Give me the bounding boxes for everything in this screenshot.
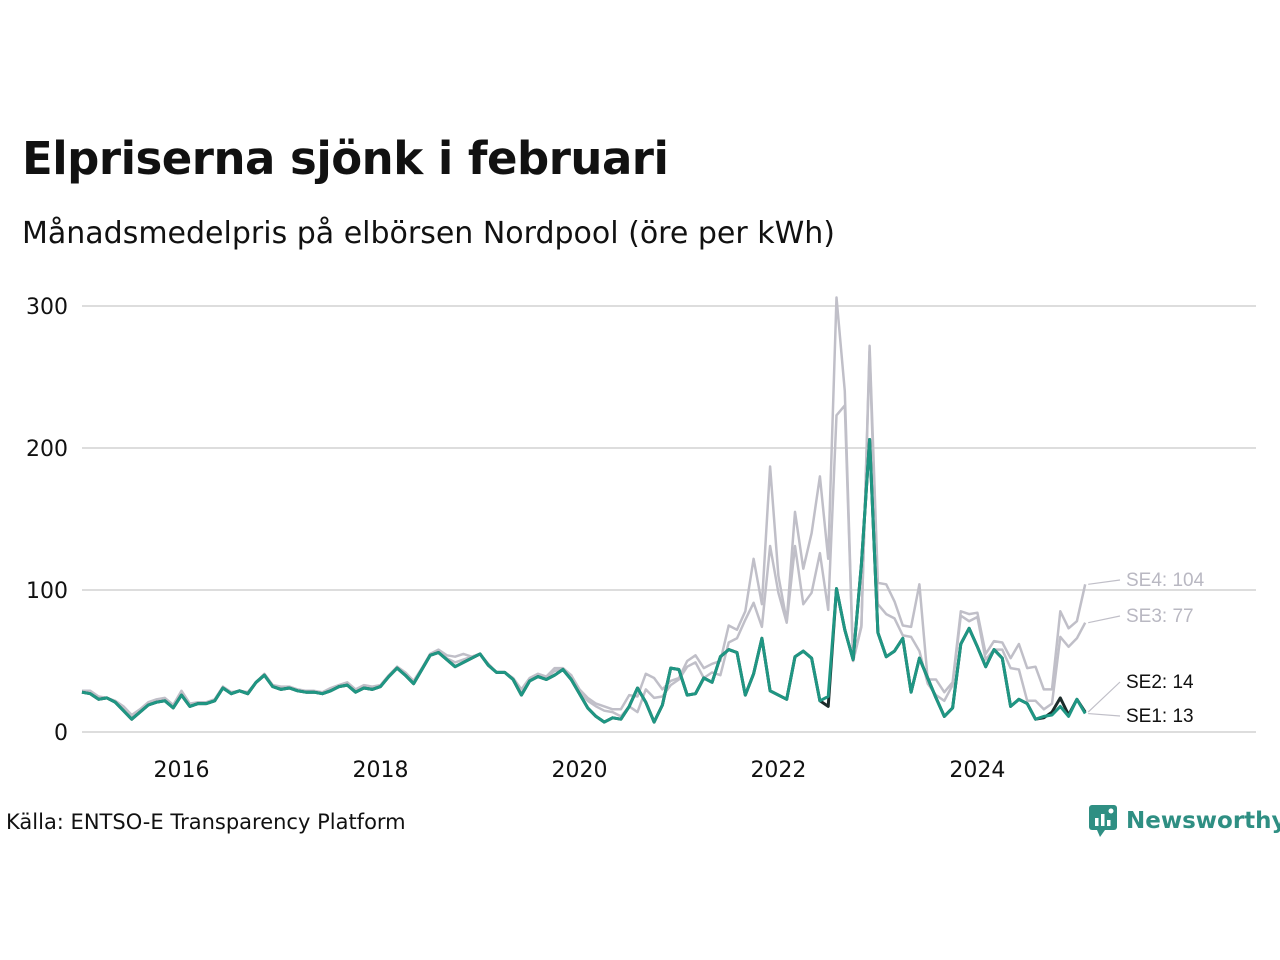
x-tick-label: 2024	[949, 758, 1005, 783]
x-axis: 2016 2018 2020 2022 2024	[153, 758, 1005, 783]
label-leader-se4	[1088, 579, 1121, 585]
line-chart: 0 100 200 300 2016 2018 2020 2022 2024 SE4: 104…	[26, 295, 1256, 783]
x-tick-label: 2016	[153, 758, 209, 783]
series-label-se4: SE4: 104	[1126, 570, 1205, 591]
y-tick-label: 200	[26, 437, 68, 462]
y-axis: 0 100 200 300	[26, 295, 68, 746]
source-note: Källa: ENTSO-E Transparency Platform	[6, 810, 406, 834]
series-lines	[81, 296, 1087, 724]
y-tick-label: 100	[26, 579, 68, 604]
newsworthy-logo-icon	[1089, 805, 1117, 837]
y-tick-label: 0	[54, 721, 68, 746]
x-tick-label: 2020	[551, 758, 607, 783]
y-tick-label: 300	[26, 295, 68, 320]
series-label-se1: SE1: 13	[1126, 706, 1194, 727]
label-leader-se2	[1087, 681, 1121, 713]
x-tick-label: 2018	[352, 758, 408, 783]
label-leader-se1	[1088, 712, 1121, 717]
series-end-labels: SE4: 104 SE3: 77 SE2: 14 SE1: 13	[1087, 570, 1205, 727]
newsworthy-brand[interactable]: Newsworthy	[1088, 804, 1280, 838]
brand-name: Newsworthy	[1126, 808, 1280, 834]
label-leader-se3	[1088, 615, 1121, 624]
chart-subtitle: Månadsmedelpris på elbörsen Nordpool (ör…	[22, 216, 835, 251]
series-line-se1	[81, 438, 1087, 724]
series-line-se3	[82, 350, 1087, 720]
series-label-se2: SE2: 14	[1126, 672, 1194, 693]
page-title: Elpriserna sjönk i februari	[22, 132, 669, 185]
series-line-se4	[82, 296, 1087, 717]
x-tick-label: 2022	[750, 758, 806, 783]
grid-lines	[82, 305, 1256, 733]
series-label-se3: SE3: 77	[1126, 606, 1194, 627]
